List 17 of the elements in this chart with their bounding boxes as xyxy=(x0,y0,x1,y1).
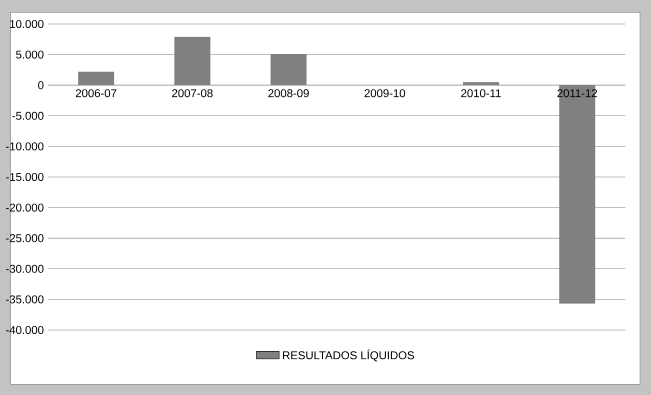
x-tick-label: 2010-11 xyxy=(461,89,501,98)
y-tick-label: 0 xyxy=(38,81,44,90)
y-tick-label: -30.000 xyxy=(6,264,44,273)
y-tick-label: -35.000 xyxy=(6,295,44,304)
y-tick-label: -10.000 xyxy=(6,142,44,150)
y-tick-label: 5.000 xyxy=(16,50,44,59)
x-tick-label: 2008-09 xyxy=(268,89,309,98)
y-tick-label: -20.000 xyxy=(6,204,44,212)
y-tick-label: -25.000 xyxy=(6,234,44,242)
legend-label: RESULTADOS LÍQUIDOS xyxy=(283,349,414,362)
y-tick-label: -40.000 xyxy=(6,326,44,334)
y-tick-label: -15.000 xyxy=(6,172,44,181)
y-tick-label: 10.000 xyxy=(10,20,44,28)
x-tick-label: 2007-08 xyxy=(172,89,213,98)
x-tick-label: 2006-07 xyxy=(76,89,116,98)
y-tick-label: -5.000 xyxy=(12,112,44,120)
x-tick-label: 2009-10 xyxy=(364,89,406,98)
